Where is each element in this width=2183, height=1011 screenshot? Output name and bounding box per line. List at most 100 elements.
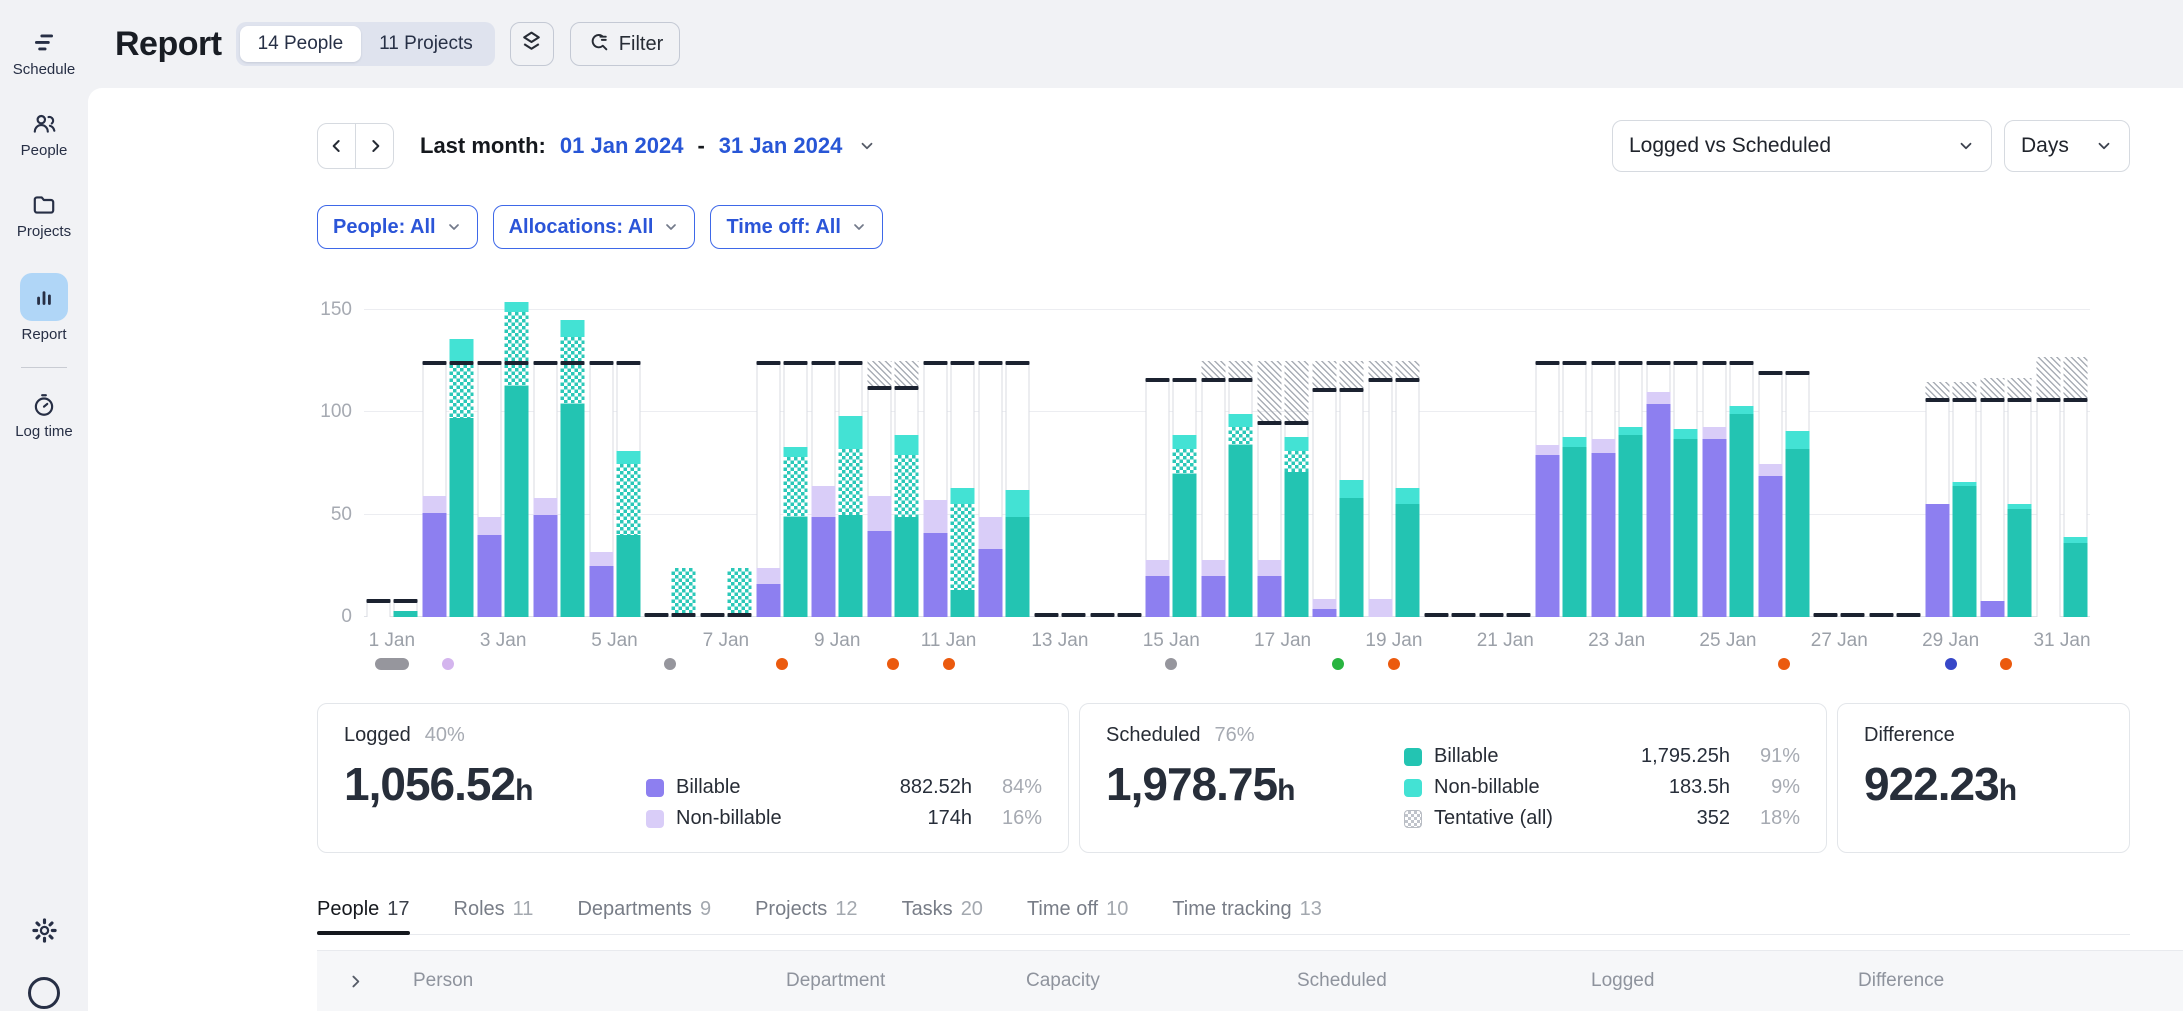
help-avatar-icon[interactable] — [28, 977, 60, 1009]
sidebar-item-people[interactable]: People — [21, 111, 68, 159]
scheduled-bar-column — [1729, 290, 1753, 617]
day-marker-orange[interactable] — [943, 658, 955, 670]
day-group-6-jan — [642, 290, 698, 617]
scheduled-bar-column — [1284, 290, 1308, 617]
filter-button[interactable]: Filter — [570, 22, 680, 66]
tentative-capacity-hatch — [1257, 361, 1281, 420]
day-group-12-jan — [976, 290, 1032, 617]
column-header-logged[interactable]: Logged — [1591, 970, 1858, 992]
day-group-28-jan — [1867, 290, 1923, 617]
people-toggle-button[interactable]: 14 People — [240, 26, 362, 62]
expand-all-chevron-icon[interactable] — [317, 973, 413, 990]
filter-button-label: Filter — [619, 33, 663, 56]
filter-chip-allocations[interactable]: Allocations: All — [493, 205, 696, 249]
capacity-cap-line — [449, 361, 473, 365]
sidebar-item-projects[interactable]: Projects — [17, 192, 71, 240]
capacity-cap-line — [1647, 361, 1671, 365]
unit-select[interactable]: Days — [2004, 120, 2130, 172]
scheduled-billable-segment — [894, 517, 918, 617]
scheduled-bar-column — [1562, 290, 1586, 617]
day-marker-green[interactable] — [1332, 658, 1344, 670]
tentative-capacity-hatch — [1201, 361, 1225, 377]
column-header-scheduled[interactable]: Scheduled — [1297, 970, 1591, 992]
x-axis-label: 25 Jan — [1699, 630, 1756, 652]
sidebar-item-report[interactable]: Report — [20, 273, 68, 343]
sidebar-item-log-time[interactable]: Log time — [15, 392, 73, 440]
column-header-capacity[interactable]: Capacity — [1026, 970, 1297, 992]
day-bar-pair — [1535, 290, 1586, 617]
day-marker-lavender[interactable] — [442, 658, 454, 670]
date-separator: - — [697, 133, 704, 159]
column-header-difference[interactable]: Difference — [1858, 970, 2183, 992]
logged-card: Logged 40% 1,056.52h Billable 882.52h 84… — [317, 703, 1069, 853]
scheduled-tentative-segment — [894, 455, 918, 516]
logged-bar-column — [589, 290, 613, 617]
capacity-cap-line — [812, 361, 836, 365]
scheduled-bar-column — [672, 290, 696, 617]
scheduled-bar-column — [1785, 290, 1809, 617]
tab-tasks[interactable]: Tasks20 — [902, 898, 983, 921]
report-tabs: People17 Roles11 Departments9 Projects12 Tas… — [317, 898, 2130, 935]
sidebar-label-projects: Projects — [17, 223, 71, 240]
logged-bar-column — [1146, 290, 1170, 617]
capacity-cap-line — [839, 361, 863, 365]
chevron-right-icon — [365, 136, 385, 156]
day-marker-gray[interactable] — [1165, 658, 1177, 670]
capacity-cap-line — [1785, 371, 1809, 375]
date-range-caret-icon[interactable] — [858, 137, 876, 155]
x-axis-label: 9 Jan — [814, 630, 860, 652]
day-marker-gray[interactable] — [375, 658, 409, 670]
day-bar-pair — [1257, 290, 1308, 617]
logged-billable-segment — [1758, 476, 1782, 617]
scheduled-nonbillable-segment — [2063, 537, 2087, 543]
tab-label: Time tracking — [1172, 898, 1291, 921]
capacity-cap-line — [1201, 378, 1225, 382]
capacity-cap-line — [1117, 613, 1141, 617]
end-date-link[interactable]: 31 Jan 2024 — [719, 133, 843, 159]
logged-billable-segment — [533, 515, 557, 617]
capacity-cap-line — [589, 361, 613, 365]
start-date-link[interactable]: 01 Jan 2024 — [560, 133, 684, 159]
layers-button[interactable] — [510, 22, 554, 66]
legend-label: Tentative (all) — [1434, 807, 1602, 830]
logged-billable-segment — [1647, 404, 1671, 617]
day-marker-orange[interactable] — [887, 658, 899, 670]
metric-select[interactable]: Logged vs Scheduled — [1612, 120, 1992, 172]
sidebar-item-schedule[interactable]: Schedule — [13, 30, 76, 78]
day-bar-pair — [1814, 290, 1865, 617]
settings-gear-icon[interactable] — [31, 917, 58, 949]
day-marker-blue[interactable] — [1945, 658, 1957, 670]
day-marker-orange[interactable] — [1388, 658, 1400, 670]
scheduled-card-percent: 76% — [1215, 724, 1255, 747]
tab-time-off[interactable]: Time off10 — [1027, 898, 1128, 921]
filter-chip-people[interactable]: People: All — [317, 205, 478, 249]
day-marker-orange[interactable] — [1778, 658, 1790, 670]
tab-departments[interactable]: Departments9 — [577, 898, 711, 921]
day-marker-orange[interactable] — [776, 658, 788, 670]
day-marker-orange[interactable] — [2000, 658, 2012, 670]
tab-time-tracking[interactable]: Time tracking13 — [1172, 898, 1322, 921]
people-projects-toggle: 14 People 11 Projects — [236, 22, 495, 66]
tab-projects[interactable]: Projects12 — [755, 898, 858, 921]
scheduled-tentative-segment — [839, 449, 863, 514]
tab-label: Roles — [454, 898, 505, 921]
day-marker-gray[interactable] — [664, 658, 676, 670]
tab-people[interactable]: People17 — [317, 898, 410, 921]
next-period-button[interactable] — [355, 124, 393, 168]
projects-toggle-button[interactable]: 11 Projects — [361, 26, 491, 62]
scheduled-legend: Billable 1,795.25h 91% Non-billable 183.… — [1404, 745, 1800, 830]
tab-roles[interactable]: Roles11 — [454, 898, 534, 921]
day-bar-pair — [1591, 290, 1642, 617]
column-header-person[interactable]: Person — [413, 970, 786, 992]
day-group-20-jan — [1422, 290, 1478, 617]
prev-period-button[interactable] — [318, 124, 355, 168]
day-bar-pair — [422, 290, 473, 617]
column-header-department[interactable]: Department — [786, 970, 1026, 992]
filter-chip-time-off[interactable]: Time off: All — [710, 205, 882, 249]
scheduled-card-main: Scheduled 76% 1,978.75h — [1106, 724, 1295, 832]
day-group-17-jan: 17 Jan — [1255, 290, 1311, 617]
logged-bar-column — [645, 290, 669, 617]
day-group-1-jan: 1 Jan — [364, 290, 420, 617]
capacity-cap-line — [1480, 613, 1504, 617]
scheduled-nonbillable-segment — [449, 339, 473, 362]
